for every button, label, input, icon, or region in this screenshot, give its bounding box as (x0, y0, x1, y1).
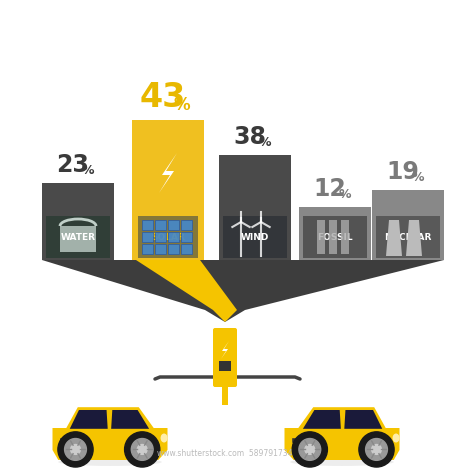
Bar (222, 385, 228, 405)
Circle shape (71, 445, 81, 454)
Text: SOLAR: SOLAR (151, 233, 185, 242)
Circle shape (292, 432, 328, 467)
Polygon shape (111, 410, 149, 429)
Bar (376, 216, 440, 258)
Bar (181, 232, 192, 242)
Text: 43: 43 (140, 81, 186, 114)
Circle shape (305, 445, 315, 454)
Ellipse shape (161, 433, 167, 442)
Circle shape (58, 432, 93, 467)
Bar (168, 244, 179, 254)
Bar (168, 232, 179, 242)
Bar (329, 220, 337, 254)
Bar (181, 244, 192, 254)
Bar (168, 220, 179, 230)
Bar (155, 232, 166, 242)
Bar (291, 437, 297, 443)
Polygon shape (53, 428, 167, 460)
Polygon shape (136, 260, 237, 322)
Text: FOSSIL: FOSSIL (317, 233, 353, 242)
Bar (142, 220, 153, 230)
Ellipse shape (290, 458, 394, 466)
Circle shape (299, 439, 321, 460)
Text: 19: 19 (387, 160, 419, 184)
Circle shape (365, 439, 387, 460)
Bar (299, 207, 371, 260)
Bar (142, 232, 153, 242)
Bar (223, 216, 287, 258)
Text: %: % (174, 96, 190, 114)
Text: 12: 12 (314, 177, 346, 201)
Circle shape (359, 432, 394, 467)
Bar (303, 216, 367, 258)
FancyBboxPatch shape (213, 328, 237, 387)
Bar (219, 361, 231, 371)
Bar (60, 226, 96, 252)
Text: NUCLEAR: NUCLEAR (384, 233, 432, 242)
Bar (372, 190, 444, 260)
Ellipse shape (58, 458, 162, 466)
Text: WATER: WATER (60, 233, 95, 242)
Circle shape (372, 445, 382, 454)
Text: %: % (339, 188, 351, 201)
Polygon shape (344, 410, 382, 429)
Ellipse shape (392, 433, 400, 442)
Bar (42, 183, 114, 260)
Text: %: % (412, 171, 424, 184)
Bar (58, 437, 65, 443)
Polygon shape (70, 410, 108, 429)
Bar (138, 216, 198, 258)
Bar (341, 220, 349, 254)
Polygon shape (303, 410, 341, 429)
Polygon shape (386, 220, 402, 256)
Polygon shape (221, 341, 229, 359)
Bar (46, 216, 110, 258)
Text: 38: 38 (234, 125, 266, 149)
Circle shape (65, 439, 86, 460)
Polygon shape (42, 260, 444, 322)
Text: www.shutterstock.com  589791734: www.shutterstock.com 589791734 (157, 449, 293, 458)
Text: %: % (82, 164, 94, 177)
Bar (219, 155, 291, 260)
Text: 23: 23 (57, 153, 90, 177)
Text: %: % (259, 136, 271, 149)
Bar (132, 120, 204, 260)
Bar (142, 244, 153, 254)
Bar (155, 244, 166, 254)
Bar (155, 220, 166, 230)
Circle shape (131, 439, 153, 460)
Polygon shape (406, 220, 422, 256)
Polygon shape (159, 153, 177, 193)
Bar (181, 220, 192, 230)
Polygon shape (298, 407, 386, 428)
Text: WIND: WIND (241, 233, 269, 242)
Polygon shape (284, 428, 400, 460)
Bar (317, 220, 325, 254)
Circle shape (125, 432, 160, 467)
Circle shape (137, 445, 147, 454)
Polygon shape (66, 407, 154, 428)
